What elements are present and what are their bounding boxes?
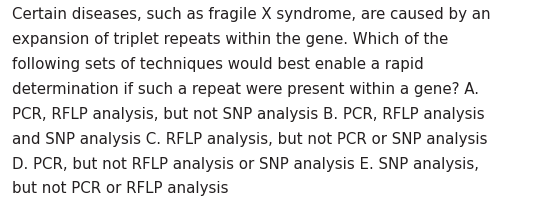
- Text: following sets of techniques would best enable a rapid: following sets of techniques would best …: [12, 57, 424, 72]
- Text: D. PCR, but not RFLP analysis or SNP analysis E. SNP analysis,: D. PCR, but not RFLP analysis or SNP ana…: [12, 157, 479, 172]
- Text: determination if such a repeat were present within a gene? A.: determination if such a repeat were pres…: [12, 82, 479, 97]
- Text: PCR, RFLP analysis, but not SNP analysis B. PCR, RFLP analysis: PCR, RFLP analysis, but not SNP analysis…: [12, 107, 485, 122]
- Text: and SNP analysis C. RFLP analysis, but not PCR or SNP analysis: and SNP analysis C. RFLP analysis, but n…: [12, 132, 488, 147]
- Text: expansion of triplet repeats within the gene. Which of the: expansion of triplet repeats within the …: [12, 32, 449, 47]
- Text: Certain diseases, such as fragile X syndrome, are caused by an: Certain diseases, such as fragile X synd…: [12, 7, 491, 22]
- Text: but not PCR or RFLP analysis: but not PCR or RFLP analysis: [12, 181, 229, 196]
